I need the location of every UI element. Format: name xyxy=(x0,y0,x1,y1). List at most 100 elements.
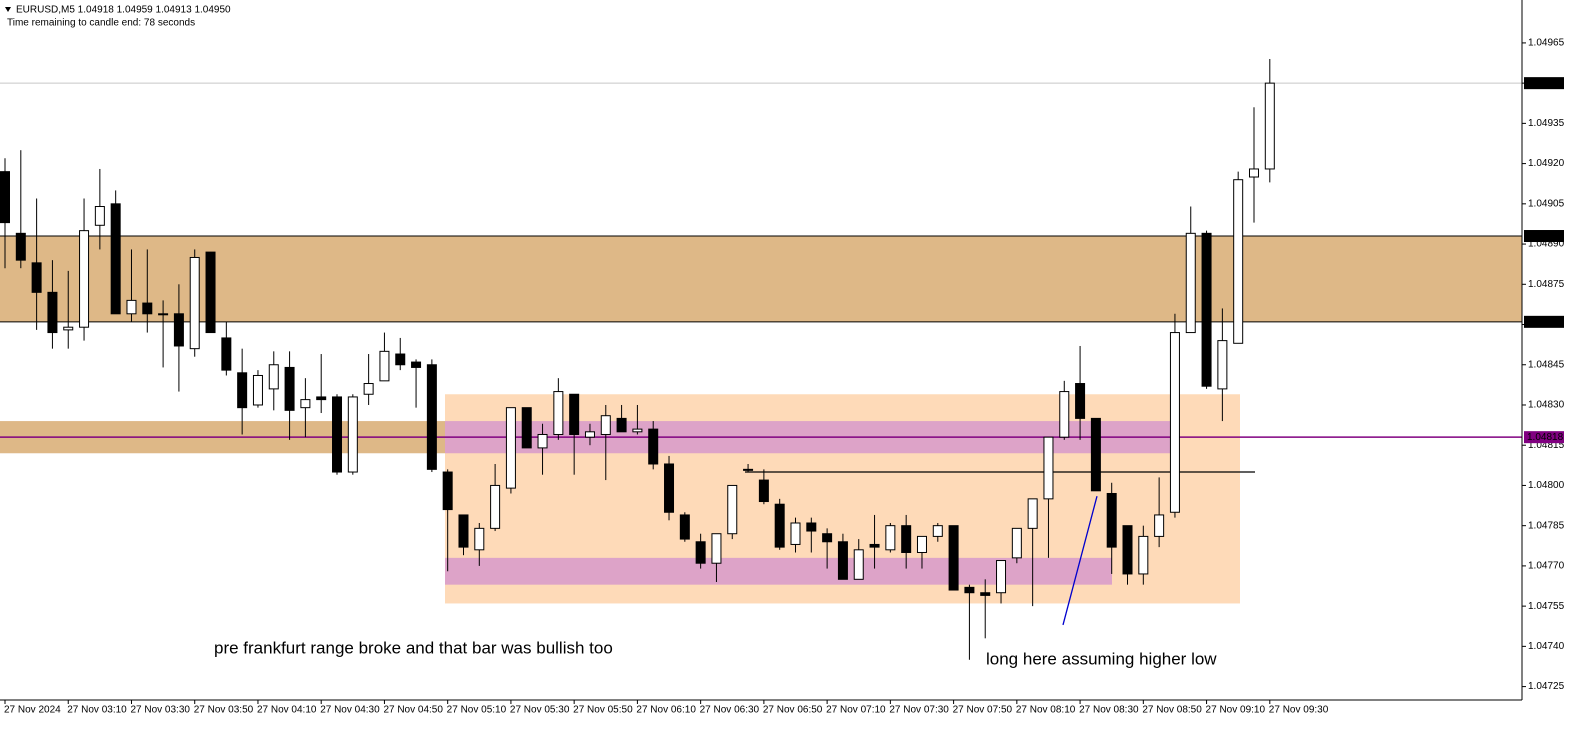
chart-subtitle: Time remaining to candle end: 78 seconds xyxy=(7,18,195,29)
candle-body xyxy=(474,527,485,551)
candle-body xyxy=(490,484,501,529)
candle-body xyxy=(47,291,58,334)
menu-arrow[interactable] xyxy=(5,7,11,12)
candle-body xyxy=(126,299,137,315)
y-tick-label: 1.04725 xyxy=(1528,681,1565,692)
candle-body xyxy=(932,525,943,537)
x-tick-label: 27 Nov 04:50 xyxy=(383,705,443,716)
y-tick-label: 1.04770 xyxy=(1528,561,1565,572)
level-box xyxy=(1524,315,1564,328)
candle-body xyxy=(853,549,864,580)
candle-body xyxy=(916,535,927,553)
candle-body xyxy=(252,374,263,406)
candle-body xyxy=(411,361,422,368)
candle-body xyxy=(1233,179,1244,344)
candle-body xyxy=(537,433,548,449)
drawn-line xyxy=(1062,496,1098,626)
x-tick-label: 27 Nov 08:30 xyxy=(1079,705,1139,716)
candle-body xyxy=(600,415,611,435)
candle-body xyxy=(584,431,595,438)
candle-body xyxy=(347,396,358,473)
candle-body xyxy=(0,171,10,224)
candle-body xyxy=(284,366,295,411)
candle-body xyxy=(553,391,564,435)
candle-body xyxy=(363,383,374,395)
level-box xyxy=(1524,230,1564,243)
candle-body xyxy=(806,522,817,532)
y-tick-label: 1.04815 xyxy=(1528,440,1565,451)
x-tick-label: 27 Nov 05:50 xyxy=(573,705,633,716)
candle-body xyxy=(1075,383,1086,419)
candle-body xyxy=(1090,417,1101,492)
candle-body xyxy=(332,396,343,473)
x-tick-label: 27 Nov 03:10 xyxy=(67,705,127,716)
y-tick-label: 1.04740 xyxy=(1528,641,1565,652)
x-tick-label: 27 Nov 05:10 xyxy=(447,705,507,716)
candle-body xyxy=(822,533,833,543)
candle-body xyxy=(221,337,232,371)
y-tick-label: 1.04830 xyxy=(1528,400,1565,411)
level-label: 1.04950 xyxy=(1527,78,1564,89)
candle-body xyxy=(1201,232,1212,387)
candle-body xyxy=(1185,232,1196,334)
candle-body xyxy=(63,326,74,331)
candle-body xyxy=(964,586,975,594)
x-tick-label: 27 Nov 07:10 xyxy=(826,705,886,716)
candle-body xyxy=(885,525,896,551)
candle-body xyxy=(980,592,991,596)
x-tick-label: 27 Nov 03:50 xyxy=(194,705,254,716)
candle-body xyxy=(948,525,959,591)
level-label: 1.04861 xyxy=(1527,316,1564,327)
candle-body xyxy=(1264,82,1275,170)
candle-body xyxy=(79,230,90,328)
candle-body xyxy=(1154,514,1165,537)
candle-body xyxy=(901,525,912,553)
x-tick-label: 27 Nov 08:10 xyxy=(1016,705,1076,716)
candle-body xyxy=(758,479,769,503)
candle-body xyxy=(189,256,200,350)
candle-body xyxy=(869,543,880,548)
candle-body xyxy=(616,417,627,433)
zone xyxy=(445,557,1112,585)
candle-body xyxy=(316,396,327,401)
candle-body xyxy=(1248,168,1259,178)
candle-body xyxy=(505,407,516,489)
candle-body xyxy=(648,428,659,465)
y-tick-label: 1.04965 xyxy=(1528,38,1565,49)
candle-body xyxy=(521,407,532,449)
candle-body xyxy=(1027,498,1038,529)
candle-body xyxy=(1011,527,1022,559)
x-tick-label: 27 Nov 05:30 xyxy=(510,705,570,716)
candle-body xyxy=(1106,492,1117,548)
x-tick-label: 27 Nov 06:10 xyxy=(636,705,696,716)
y-tick-label: 1.04875 xyxy=(1528,279,1565,290)
candle-body xyxy=(395,353,406,366)
y-tick-label: 1.04785 xyxy=(1528,520,1565,531)
zone xyxy=(0,236,1522,322)
candle-body xyxy=(1169,332,1180,513)
candle-body xyxy=(743,468,754,471)
candle-body xyxy=(1138,535,1149,575)
x-tick-label: 27 Nov 04:30 xyxy=(320,705,380,716)
candle-body xyxy=(442,471,453,511)
level-box xyxy=(1524,431,1564,444)
candle-body xyxy=(711,533,722,564)
candle-body xyxy=(1043,436,1054,500)
plot xyxy=(0,59,1275,660)
y-tick-label: 1.04890 xyxy=(1528,239,1565,250)
y-tick-label: 1.04905 xyxy=(1528,198,1565,209)
candle-body xyxy=(996,560,1007,594)
candle-body xyxy=(31,262,42,293)
candle-body xyxy=(679,514,690,540)
candle-body xyxy=(173,313,184,347)
candle-body xyxy=(632,428,643,433)
y-tick-label: 1.04755 xyxy=(1528,601,1565,612)
x-tick-label: 27 Nov 09:10 xyxy=(1206,705,1266,716)
candle-body xyxy=(158,313,169,316)
candle-body xyxy=(94,206,105,226)
candle-body xyxy=(1122,525,1133,575)
candle-body xyxy=(458,514,469,548)
candle-body xyxy=(727,484,738,535)
y-tick-label: 1.04845 xyxy=(1528,359,1565,370)
